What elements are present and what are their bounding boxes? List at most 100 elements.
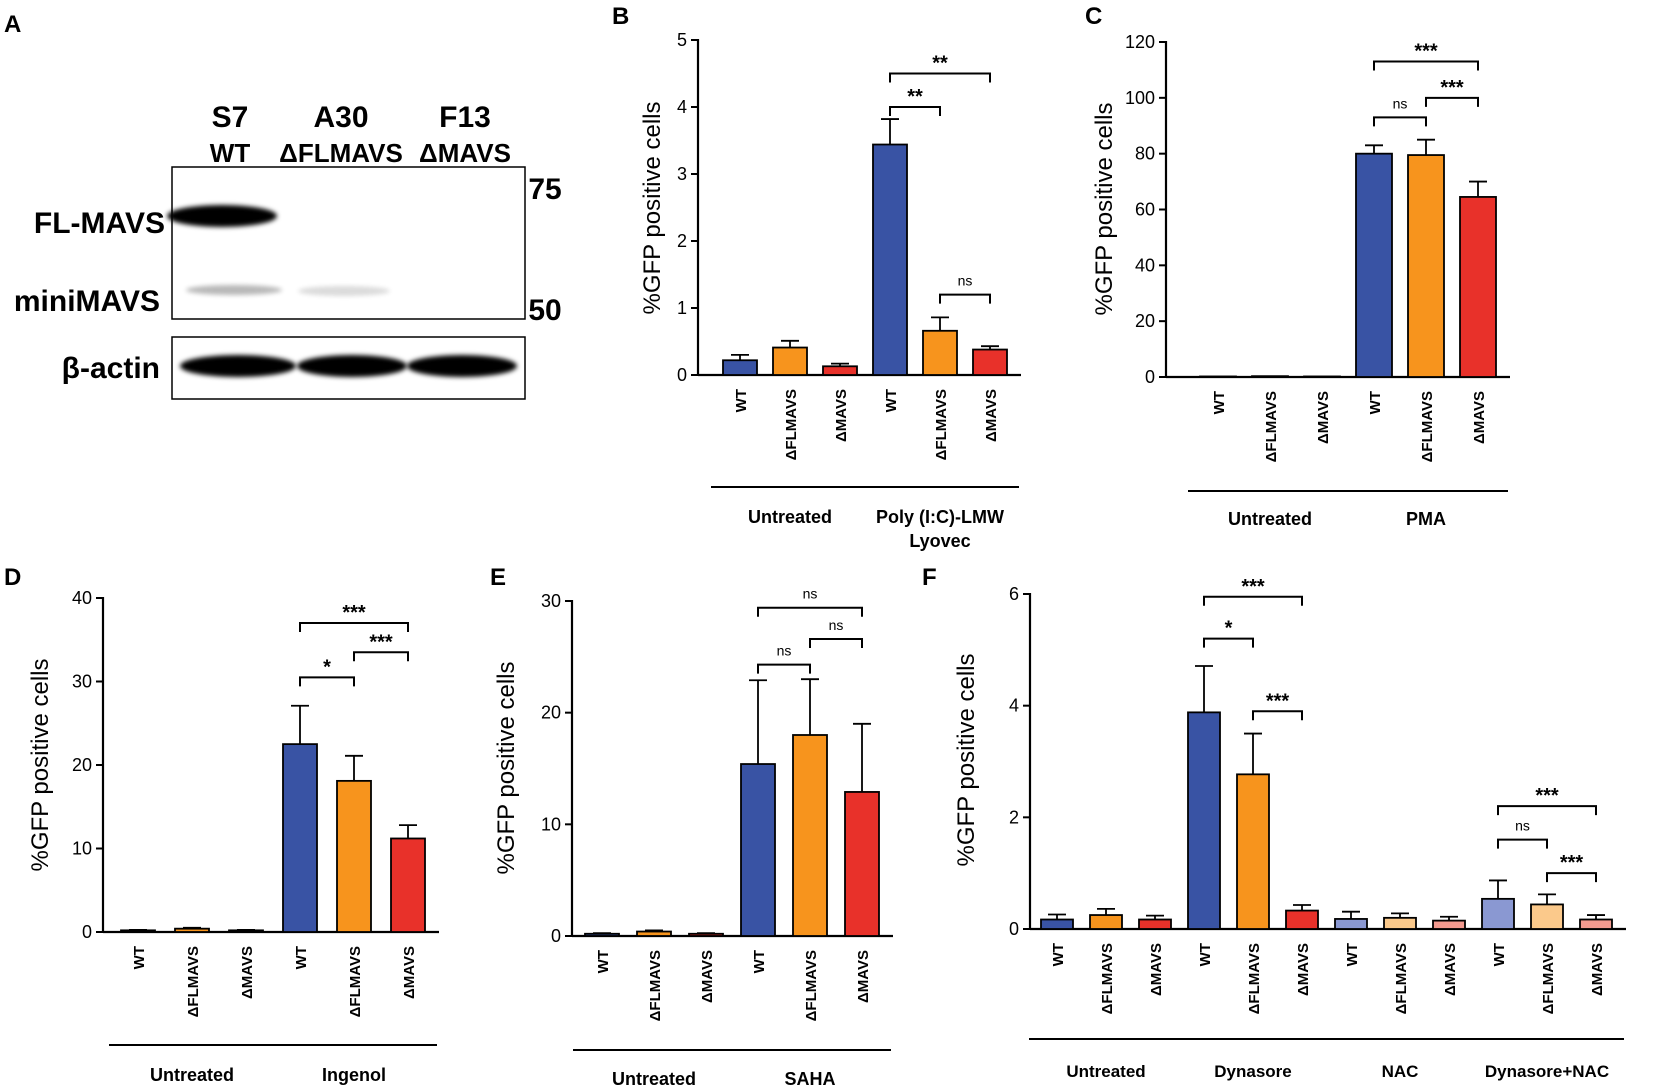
mavs-blot-box [171,166,526,320]
bar [1579,918,1613,930]
x-tick-label: ΔMAVS [983,389,1000,442]
y-tick-label: 60 [1135,200,1155,220]
y-tick-label: 10 [541,814,561,834]
y-tick-label: 6 [1009,584,1019,604]
significance-bracket [757,606,863,617]
bar [844,791,880,937]
band-label-minimavs: miniMAVS [14,285,160,318]
bar [922,329,958,376]
bar [174,927,210,933]
y-axis-label: %GFP positive cells [27,659,54,872]
lane-3-genotype: ΔMAVS [419,138,511,168]
y-tick-label: 2 [1009,807,1019,827]
x-tick-label: ΔMAVS [855,950,872,1003]
y-tick-label: 10 [72,839,92,859]
panel-label-f: F [922,564,937,591]
y-tick-label: 20 [72,755,92,775]
bar [972,348,1008,376]
significance-bracket [1373,60,1479,71]
x-tick-label: WT [883,389,900,412]
x-tick-label: ΔFLMAVS [1246,943,1263,1014]
chart-panel-e: %GFP positive cells 0 10 20 30 WT ΔFLMAVS ΔMAVS… [493,586,893,1087]
x-tick-label: WT [1367,391,1384,414]
bar [822,365,858,376]
chart-panel-c: %GFP positive cells 0 20 40 60 80 100 120 WT ΔFLM… [1091,32,1510,529]
y-tick-label: 0 [1145,367,1155,387]
y-tick-label: 40 [72,588,92,608]
panel-label-a: A [4,11,21,38]
significance-bracket [1497,805,1597,816]
bar [1530,903,1564,930]
group-label-line2: Lyovec [909,531,970,551]
bar [772,346,808,376]
y-tick-label: 0 [551,926,561,946]
group-label: Untreated [1228,509,1312,529]
x-tick-label: WT [1211,391,1228,414]
significance-label: *** [1560,852,1584,874]
y-tick-label: 100 [1125,88,1155,108]
x-tick-label: WT [595,950,612,973]
bar [1355,152,1393,378]
significance-label: ns [1393,95,1408,111]
y-tick-label: 20 [541,703,561,723]
significance-label: *** [1440,77,1464,99]
bar [1138,918,1172,930]
significance-bracket [1373,116,1427,127]
x-tick-label: ΔFLMAVS [647,950,664,1021]
x-tick-label: ΔMAVS [833,389,850,442]
minimavs-band-wt [186,285,282,295]
band-label-fl-mavs: FL-MAVS [34,207,165,240]
x-tick-label: ΔMAVS [401,946,418,999]
significance-label: *** [1414,41,1438,63]
x-tick-label: WT [1344,943,1361,966]
bar [792,734,828,937]
lane-2-clone: A30 [313,101,368,134]
significance-bracket [1546,872,1597,883]
y-tick-label: 5 [677,30,687,50]
significance-label: ns [777,643,792,659]
group-label: Untreated [748,507,832,527]
group-label: Untreated [150,1065,234,1085]
group-label: SAHA [784,1069,835,1087]
bar [1089,914,1123,930]
x-tick-label: ΔMAVS [1471,391,1488,444]
lane-3-clone: F13 [439,101,491,134]
actin-band-dmavs [407,355,517,377]
x-tick-label: ΔMAVS [1589,943,1606,996]
y-axis-label: %GFP positive cells [493,662,520,875]
y-tick-label: 20 [1135,311,1155,331]
significance-bracket [939,293,991,304]
x-tick-label: WT [1050,943,1067,966]
x-tick-label: ΔMAVS [1148,943,1165,996]
y-tick-label: 2 [677,231,687,251]
significance-bracket [299,622,409,633]
significance-label: ** [932,53,948,75]
group-label: PMA [1406,509,1446,529]
y-tick-label: 0 [82,922,92,942]
bar [872,143,908,376]
panel-label-b: B [612,3,629,30]
x-tick-label: ΔFLMAVS [1263,391,1280,462]
significance-bracket [1425,96,1479,107]
actin-band-dflmavs [297,355,407,377]
bar [1334,918,1368,930]
actin-band-wt [180,355,296,377]
y-axis-label: %GFP positive cells [1091,103,1118,316]
y-tick-label: 30 [72,672,92,692]
significance-label: ns [1515,818,1530,834]
significance-label: ** [907,86,923,108]
significance-label: ns [803,586,818,602]
significance-bracket [1252,710,1303,721]
group-label: Poly (I:C)-LMW [876,507,1004,527]
y-tick-label: 4 [1009,696,1019,716]
x-tick-label: ΔFLMAVS [1099,943,1116,1014]
group-label: Ingenol [322,1065,386,1085]
y-tick-label: 80 [1135,144,1155,164]
bar [1407,154,1445,378]
x-tick-label: ΔFLMAVS [1540,943,1557,1014]
x-tick-label: ΔFLMAVS [347,946,364,1017]
x-tick-label: ΔMAVS [1442,943,1459,996]
x-tick-label: ΔFLMAVS [783,389,800,460]
significance-label: ns [958,273,973,289]
